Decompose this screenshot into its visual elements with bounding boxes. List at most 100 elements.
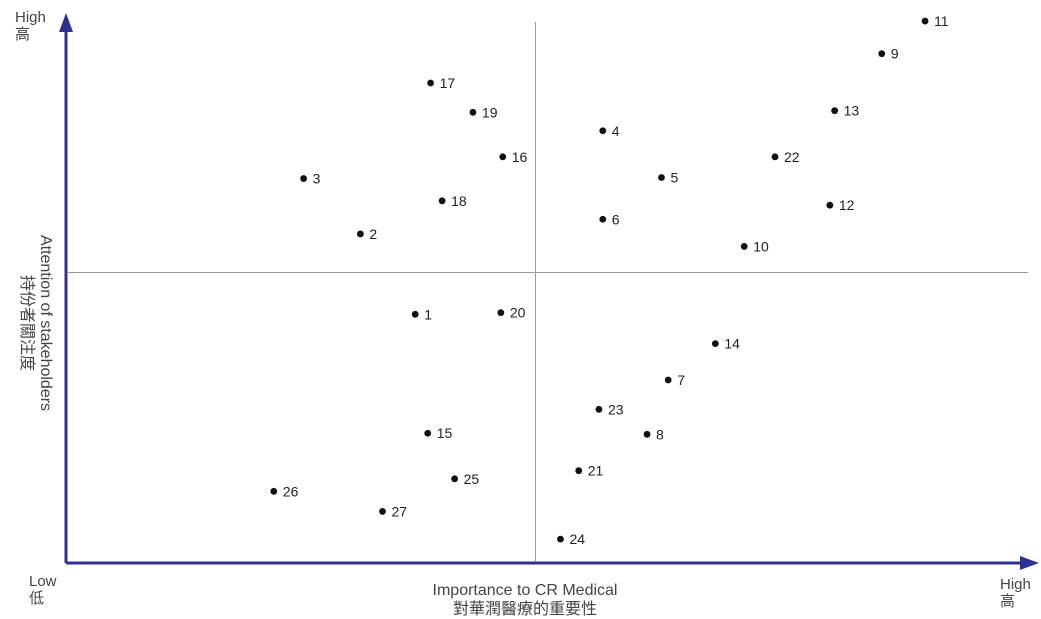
point-marker-22 [771, 153, 779, 161]
point-marker-12 [826, 201, 834, 209]
x-axis-low-zh: 低 [29, 590, 45, 607]
point-marker-21 [575, 467, 583, 475]
y-axis-title: Attention of stakeholders 持份者關注度 [15, 158, 55, 488]
x-axis-low-en: Low [29, 573, 57, 590]
point-label-6: 6 [612, 211, 620, 227]
data-point-13: 13 [831, 103, 859, 119]
point-label-15: 15 [437, 425, 453, 441]
point-marker-11 [921, 17, 929, 25]
data-point-15: 15 [424, 425, 452, 441]
point-marker-18 [438, 197, 446, 205]
data-point-17: 17 [427, 75, 455, 91]
point-marker-10 [740, 243, 748, 250]
point-marker-23 [595, 405, 603, 413]
point-label-8: 8 [656, 426, 664, 442]
point-marker-27 [379, 508, 386, 515]
point-label-11: 11 [934, 13, 949, 29]
data-point-2: 2 [356, 226, 377, 242]
point-label-21: 21 [588, 463, 604, 479]
point-label-17: 17 [440, 75, 456, 91]
y-axis-high-zh: 高 [15, 26, 31, 43]
data-point-21: 21 [575, 463, 604, 479]
data-point-24: 24 [557, 531, 585, 547]
point-marker-6 [599, 215, 607, 223]
y-axis-title-zh: 持份者關注度 [18, 274, 35, 371]
point-label-14: 14 [724, 336, 740, 352]
data-point-7: 7 [664, 372, 685, 388]
point-marker-5 [658, 174, 665, 181]
point-marker-16 [499, 153, 507, 161]
point-marker-24 [557, 535, 564, 543]
data-points: 1234567891011121314151617181920212223242… [270, 13, 949, 547]
point-label-5: 5 [670, 169, 678, 185]
data-point-22: 22 [771, 149, 800, 165]
data-point-9: 9 [878, 46, 899, 62]
data-point-5: 5 [658, 169, 678, 185]
point-marker-7 [664, 376, 672, 384]
data-point-16: 16 [499, 149, 528, 165]
point-marker-15 [424, 429, 432, 437]
data-point-20: 20 [497, 305, 526, 321]
data-point-26: 26 [270, 483, 299, 499]
data-point-12: 12 [826, 197, 855, 213]
point-label-3: 3 [313, 171, 321, 187]
point-label-26: 26 [283, 483, 299, 499]
data-point-27: 27 [379, 503, 407, 519]
point-marker-14 [711, 340, 719, 348]
data-point-25: 25 [451, 471, 479, 487]
data-point-3: 3 [300, 171, 321, 187]
point-label-10: 10 [753, 238, 769, 254]
point-label-2: 2 [369, 226, 377, 242]
point-marker-4 [599, 127, 607, 135]
point-label-12: 12 [839, 197, 855, 213]
point-marker-3 [300, 175, 308, 182]
data-point-18: 18 [438, 193, 467, 209]
point-marker-2 [356, 230, 364, 238]
data-point-14: 14 [711, 336, 740, 352]
data-point-19: 19 [469, 104, 498, 120]
point-marker-8 [643, 430, 651, 438]
point-marker-1 [411, 310, 419, 318]
data-point-11: 11 [921, 13, 949, 29]
point-marker-25 [451, 475, 459, 483]
data-point-8: 8 [643, 426, 664, 442]
x-axis-arrow [1020, 556, 1039, 570]
point-label-19: 19 [482, 104, 498, 120]
data-point-10: 10 [740, 238, 769, 254]
y-axis-arrow [59, 13, 73, 32]
point-marker-9 [878, 50, 886, 58]
y-axis-high-en: High [15, 9, 46, 26]
point-label-7: 7 [677, 372, 685, 388]
point-label-24: 24 [569, 531, 585, 547]
point-label-13: 13 [844, 103, 860, 119]
x-axis-high-label: High 高 [1000, 576, 1031, 610]
data-point-4: 4 [599, 123, 620, 139]
x-axis-high-en: High [1000, 576, 1031, 593]
data-point-1: 1 [411, 306, 432, 322]
y-axis-title-en: Attention of stakeholders [37, 234, 54, 412]
y-axis-high-label: High 高 [15, 9, 46, 43]
data-point-23: 23 [595, 401, 624, 417]
point-marker-19 [469, 108, 477, 116]
point-label-4: 4 [612, 123, 620, 139]
x-axis-title: Importance to CR Medical 對華潤醫療的重要性 [370, 581, 680, 619]
data-point-6: 6 [599, 211, 620, 227]
point-label-20: 20 [510, 305, 526, 321]
point-label-16: 16 [512, 149, 528, 165]
point-label-25: 25 [464, 471, 480, 487]
point-label-23: 23 [608, 401, 624, 417]
x-axis-low-label: Low 低 [29, 573, 57, 607]
x-axis-high-zh: 高 [1000, 593, 1016, 610]
point-marker-20 [497, 309, 505, 317]
x-axis-title-zh: 對華潤醫療的重要性 [452, 601, 597, 618]
point-label-27: 27 [391, 503, 407, 519]
point-marker-17 [427, 79, 434, 87]
point-label-22: 22 [784, 149, 800, 165]
point-marker-26 [270, 487, 278, 495]
x-axis-title-en: Importance to CR Medical [432, 582, 618, 599]
point-label-18: 18 [451, 193, 467, 209]
point-label-1: 1 [424, 306, 432, 322]
point-label-9: 9 [891, 46, 899, 62]
